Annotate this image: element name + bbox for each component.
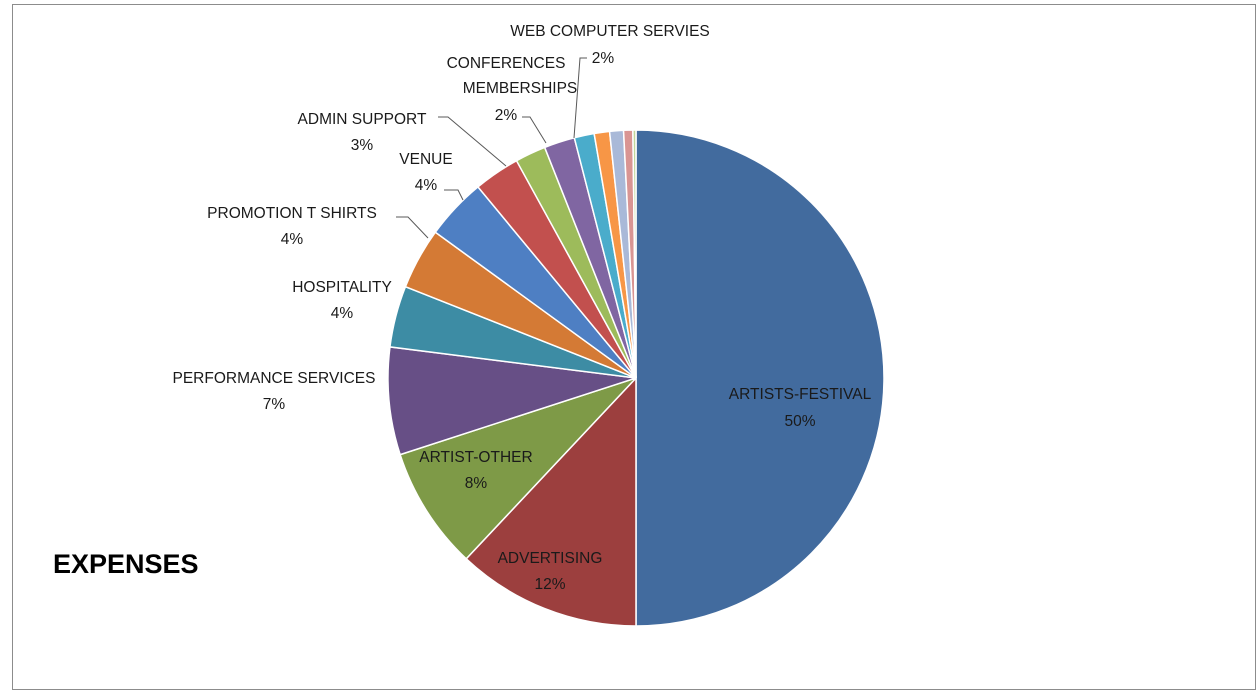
pct-advertising: 12% [534, 576, 565, 593]
pct-venue: 4% [415, 177, 438, 194]
leader-conferences-memberships [522, 116, 547, 144]
pct-artist-other: 8% [465, 475, 488, 492]
leader-admin-support [438, 116, 507, 167]
pie-slice-performance-services [387, 346, 637, 456]
pct-web-computer-servies: 2% [592, 50, 615, 67]
leader-venue [444, 189, 464, 201]
leader-web-computer-servies [573, 57, 587, 139]
pie-slice-artists-festival [635, 129, 885, 627]
pct-hospitality: 4% [331, 305, 354, 322]
pie-slices [387, 129, 885, 627]
label-web-computer-servies: WEB COMPUTER SERVIES [510, 23, 710, 40]
pie-slice-unlabeled-14 [632, 129, 637, 379]
pct-promotion-t-shirts: 4% [281, 231, 304, 248]
pie-slice-advertising [465, 376, 637, 627]
label-artists-festival: ARTISTS-FESTIVAL [729, 386, 872, 403]
label-venue: VENUE [399, 151, 452, 168]
leader-promotion-t-shirts [396, 216, 429, 239]
label-conferences: CONFERENCES [447, 55, 566, 72]
label-advertising: ADVERTISING [498, 550, 603, 567]
label-promotion-t-shirts: PROMOTION T SHIRTS [207, 205, 377, 222]
pct-admin-support: 3% [351, 137, 374, 154]
label-artist-other: ARTIST-OTHER [419, 449, 532, 466]
pct-conferences-memberships: 2% [495, 107, 518, 124]
label-admin-support: ADMIN SUPPORT [298, 111, 427, 128]
chart-title: EXPENSES [53, 549, 199, 579]
label-memberships: MEMBERSHIPS [463, 80, 578, 97]
pct-artists-festival: 50% [784, 413, 815, 430]
label-performance-services: PERFORMANCE SERVICES [173, 370, 376, 387]
pct-performance-services: 7% [263, 396, 286, 413]
label-hospitality: HOSPITALITY [292, 279, 392, 296]
leader-lines [396, 57, 587, 239]
pie-slice-artist-other [399, 377, 637, 560]
